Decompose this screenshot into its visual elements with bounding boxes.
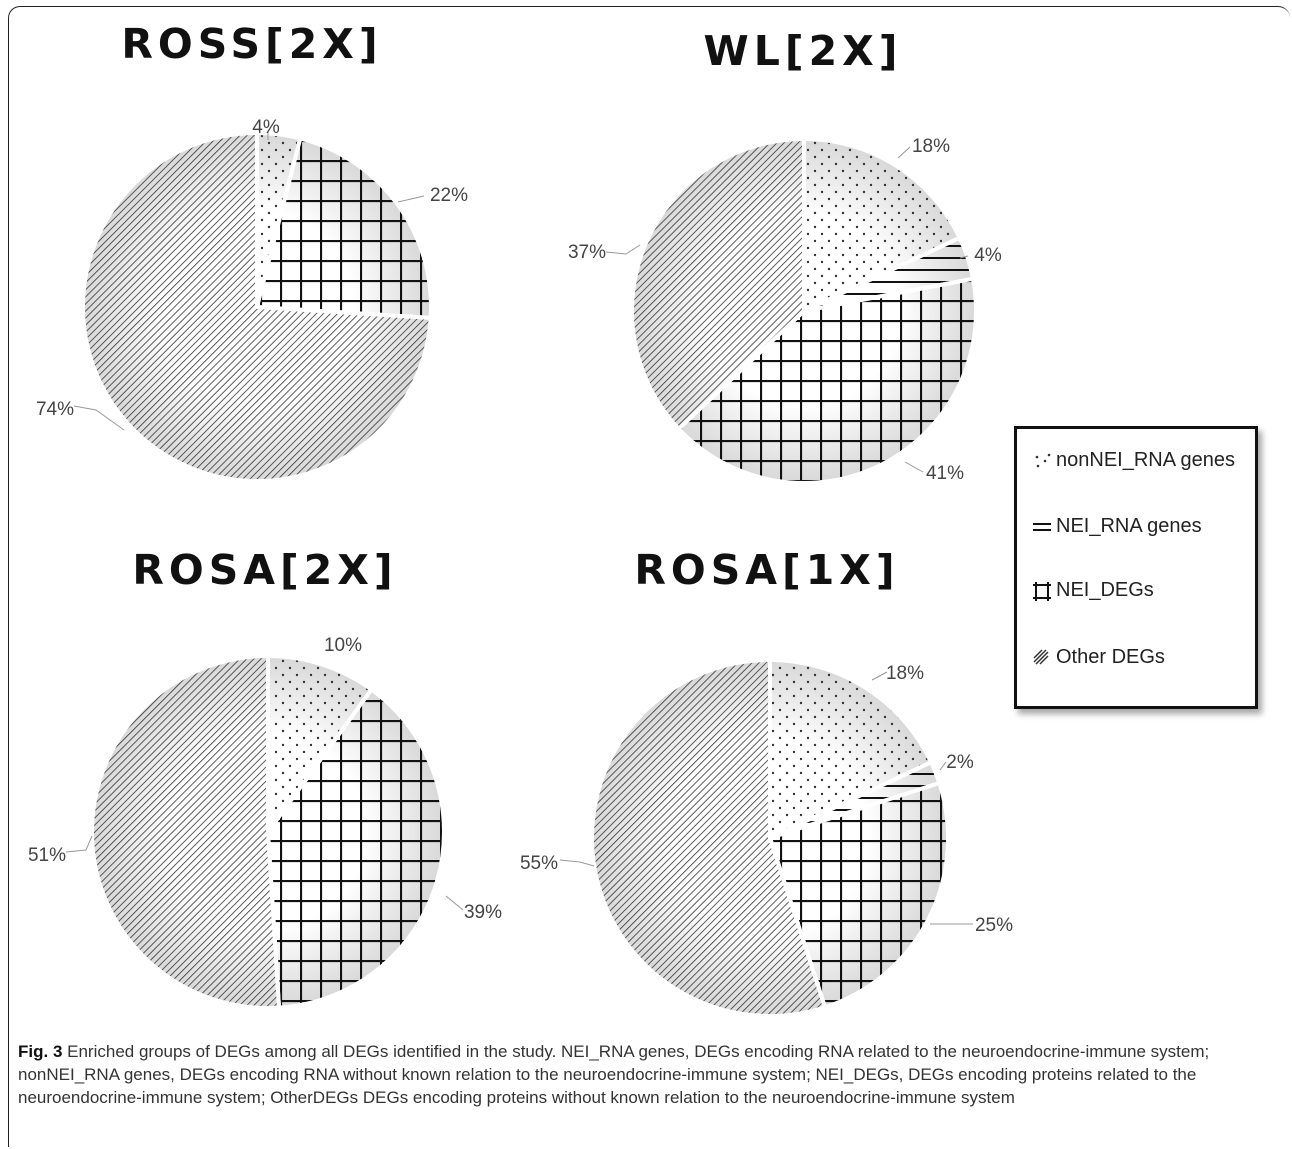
legend: nonNEI_RNA genes NEI_RNA genes NEI_DEGs … [1014,426,1258,709]
leader-line [397,195,425,203]
pie-slice [265,686,446,1010]
pie-chart: WL[2X] 18% 4% 41% 37% [568,27,1002,485]
grid-pattern-icon [1033,581,1051,601]
leader-line [445,895,464,911]
pie-slice [81,130,433,483]
caption-text: Enriched groups of DEGs among all DEGs i… [18,1042,1210,1107]
data-label: 51% [28,845,66,866]
pie-slice [630,136,806,432]
chart-title: ROSS[2X] [121,20,382,68]
figure-caption: Fig. 3 Enriched groups of DEGs among all… [18,1040,1268,1109]
pie-slice [767,780,950,1010]
pie-slice [768,657,934,842]
data-label: 10% [324,635,362,656]
leader-line [871,671,888,681]
leader-line [605,244,641,255]
pie-slice [254,136,433,321]
data-label: 37% [568,242,606,263]
pie-chart: ROSA[1X] 18% 2% 25% 55% [520,546,1013,1018]
pie-slice [90,653,282,1010]
data-label: 2% [946,752,974,773]
leader-line [904,461,924,473]
data-label: 39% [464,902,502,923]
chart-title: ROSA[1X] [634,546,899,594]
pie-chart: ROSS[2X] 4% 22% 74% [36,20,468,483]
legend-label: nonNEI_RNA genes [1056,449,1236,471]
diagonal-lines-pattern-icon [1033,648,1049,665]
legend-item-other-degs: Other DEGs [1031,646,1165,669]
chart-title: WL[2X] [704,27,903,75]
pie-slice [266,653,375,839]
data-label: 18% [912,136,950,157]
leader-line [559,859,595,867]
data-label: 55% [520,853,558,874]
data-label: 41% [926,463,964,484]
legend-label: Other DEGs [1056,646,1165,668]
pie-chart: ROSA[2X] 10% 39% 51% [28,546,502,1010]
data-label: 4% [974,245,1002,266]
data-label: 25% [975,915,1013,936]
data-label: 18% [886,663,924,684]
legend-item-nei-degs: NEI_DEGs [1031,579,1154,602]
dots-pattern-icon [1035,453,1051,467]
figure-label: Fig. 3 [18,1042,63,1061]
leader-line [897,146,911,159]
leader-line [959,255,969,259]
legend-item-nonnei-rna: nonNEI_RNA genes [1031,449,1235,472]
data-label: 74% [36,399,74,420]
leader-line [65,835,93,853]
pie-slice [675,276,978,485]
data-label: 22% [430,185,468,206]
pie-charts: ROSS[2X] 4% 22% 74% WL[2X] 18% 4% 41% 37% ROSA[2X… [28,20,1013,1018]
legend-label: NEI_DEGs [1056,579,1154,601]
legend-label: NEI_RNA genes [1056,515,1202,537]
chart-title: ROSA[2X] [132,546,397,594]
legend-item-nei-rna: NEI_RNA genes [1031,515,1202,538]
pie-slice [590,657,828,1018]
figure-frame [8,6,1290,1147]
pie-slice [802,136,963,315]
leader-line [939,761,947,771]
leader-line [73,405,125,431]
horizontal-lines-pattern-icon [1033,522,1051,531]
data-label: 4% [252,117,280,138]
